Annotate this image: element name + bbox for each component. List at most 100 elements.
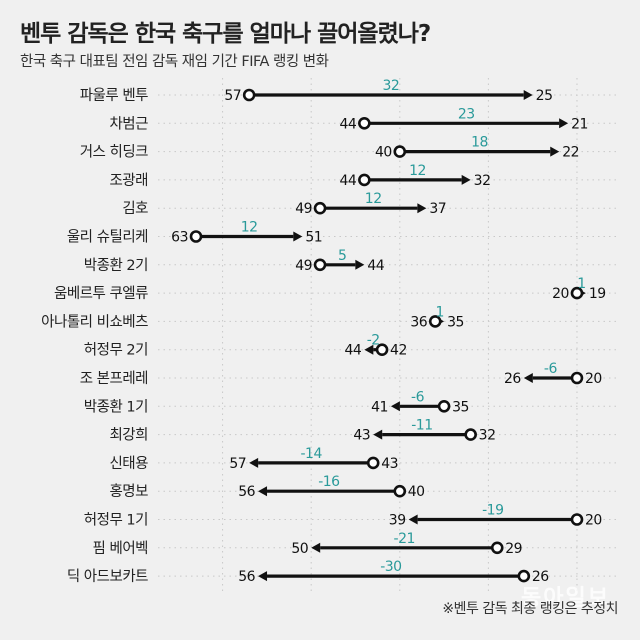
- rank-change-label: -6: [544, 361, 558, 377]
- start-rank-label: 26: [532, 569, 549, 585]
- start-point-marker: [358, 173, 371, 187]
- rank-change-label: 1: [577, 276, 585, 292]
- chart-row: 허정무 2기 42 44 -2: [84, 333, 408, 359]
- start-point-marker: [189, 230, 203, 243]
- start-point-marker: [393, 145, 407, 158]
- start-point-marker: [570, 286, 584, 300]
- start-point-marker: [358, 117, 371, 130]
- watermark-logo: 동아일보: [521, 586, 610, 611]
- chart-row: 박종환 1기 35 41 -6: [84, 389, 470, 415]
- rank-change-label: 32: [383, 78, 400, 94]
- rank-change-label: 23: [458, 106, 475, 122]
- coach-label: 허정무 1기: [84, 512, 148, 529]
- chart-row: 거스 히딩크 40 22 18: [80, 135, 580, 161]
- coach-label: 차범근: [109, 115, 148, 132]
- start-point-marker: [393, 484, 407, 498]
- chart-title: 벤투 감독은 한국 축구를 얼마나 끌어올렸나?: [20, 21, 431, 47]
- coach-label: 파울루 벤투: [80, 87, 148, 104]
- start-rank-label: 63: [171, 230, 188, 246]
- coach-label: 조광래: [109, 172, 148, 189]
- start-point-marker: [313, 201, 327, 215]
- start-rank-label: 57: [224, 88, 241, 104]
- coach-label: 신태용: [109, 455, 148, 472]
- arrow-head-icon: [550, 146, 560, 157]
- start-rank-label: 40: [375, 145, 392, 161]
- arrow-head-icon: [523, 90, 533, 100]
- end-rank-label: 22: [562, 145, 579, 161]
- chart-row: 조광래 44 32 12: [109, 163, 491, 189]
- start-rank-label: 36: [410, 314, 427, 330]
- arrow-head-icon: [373, 429, 383, 440]
- chart-row: 아나톨리 비쇼베츠 36 351: [41, 304, 464, 330]
- rank-change-label: -30: [380, 559, 401, 575]
- chart-row: 딕 아드보카트 26 56 -30: [67, 559, 550, 585]
- start-rank-label: 20: [585, 513, 602, 529]
- arrow-head-icon: [355, 259, 365, 270]
- coach-label: 움베르투 쿠엘류: [54, 285, 148, 302]
- rank-change-label: 12: [241, 220, 258, 236]
- coach-label: 아나톨리 비쇼베츠: [41, 313, 148, 330]
- rank-change-label: 18: [471, 135, 488, 151]
- end-rank-label: 50: [291, 541, 308, 557]
- rank-change-label: -2: [367, 333, 380, 349]
- coach-label: 딕 아드보카트: [67, 568, 148, 585]
- chart-row: 허정무 1기 20 39 -19: [84, 503, 603, 529]
- rank-change-label: 12: [409, 163, 426, 179]
- arrow-head-icon: [390, 401, 400, 412]
- end-rank-label: 44: [345, 343, 362, 359]
- start-rank-label: 42: [390, 343, 407, 359]
- end-rank-label: 37: [429, 201, 446, 217]
- start-rank-label: 29: [505, 541, 522, 557]
- rank-change-label: 5: [338, 248, 346, 264]
- end-rank-label: 57: [229, 456, 246, 472]
- end-rank-label: 39: [389, 513, 406, 529]
- coach-label: 허정무 2기: [84, 342, 148, 359]
- coach-label: 울리 슈틸리케: [67, 229, 148, 246]
- start-rank-label: 32: [479, 428, 496, 444]
- chart-rows: 파울루 벤투 57 25 32 차범근 44 21 23 거스 히딩크 40 22 18 조광래 44 32…: [41, 78, 606, 585]
- chart-row: 조 본프레레 20 26 -6: [80, 361, 603, 387]
- start-point-marker: [428, 315, 442, 328]
- arrow-head-icon: [523, 373, 533, 383]
- chart-row: 파울루 벤투 57 25 32: [80, 78, 553, 104]
- end-rank-label: 44: [367, 258, 384, 274]
- coach-label: 거스 히딩크: [80, 144, 148, 161]
- chart-row: 신태용 43 57 -14: [109, 446, 398, 472]
- coach-label: 김호: [122, 200, 148, 217]
- chart-row: 최강희 32 43 -11: [109, 418, 496, 444]
- coach-label: 박종환 2기: [84, 257, 148, 274]
- start-point-marker: [437, 399, 451, 413]
- end-rank-label: 56: [238, 569, 255, 585]
- rank-change-label: 12: [365, 191, 382, 207]
- chart-row: 울리 슈틸리케 63 51 12: [67, 220, 323, 246]
- start-rank-label: 35: [452, 399, 469, 415]
- chart-row: 차범근 44 21 23: [109, 106, 588, 132]
- coach-label: 최강희: [109, 427, 148, 444]
- start-rank-label: 44: [340, 173, 357, 189]
- end-rank-label: 21: [571, 116, 588, 132]
- start-rank-label: 40: [408, 484, 425, 500]
- end-rank-label: 56: [238, 484, 255, 500]
- start-point-marker: [375, 343, 389, 357]
- footnote: ※벤투 감독 최종 랭킹은 추정치: [442, 601, 618, 617]
- end-rank-label: 43: [353, 428, 370, 444]
- arrow-head-icon: [249, 457, 259, 468]
- start-point-marker: [242, 88, 256, 102]
- start-point-marker: [490, 541, 504, 555]
- end-rank-label: 32: [474, 173, 491, 189]
- coach-label: 홍명보: [109, 483, 148, 500]
- end-rank-label: 25: [536, 88, 553, 104]
- coach-label: 박종환 1기: [84, 398, 148, 415]
- chart-row: 김호 49 37 12: [122, 191, 446, 217]
- end-rank-label: 51: [305, 230, 322, 246]
- chart-row: 움베르투 쿠엘류 20 191: [54, 276, 606, 302]
- end-rank-label: 26: [504, 371, 521, 387]
- arrow-head-icon: [311, 542, 321, 553]
- rank-change-label: -19: [482, 503, 503, 519]
- chart-subtitle: 한국 축구 대표팀 전임 감독 재임 기간 FIFA 랭킹 변화: [20, 54, 329, 70]
- start-point-marker: [366, 456, 380, 470]
- end-rank-label: 19: [589, 286, 606, 302]
- start-point-marker: [517, 569, 531, 583]
- start-rank-label: 49: [295, 258, 312, 274]
- rank-change-label: -6: [411, 389, 425, 405]
